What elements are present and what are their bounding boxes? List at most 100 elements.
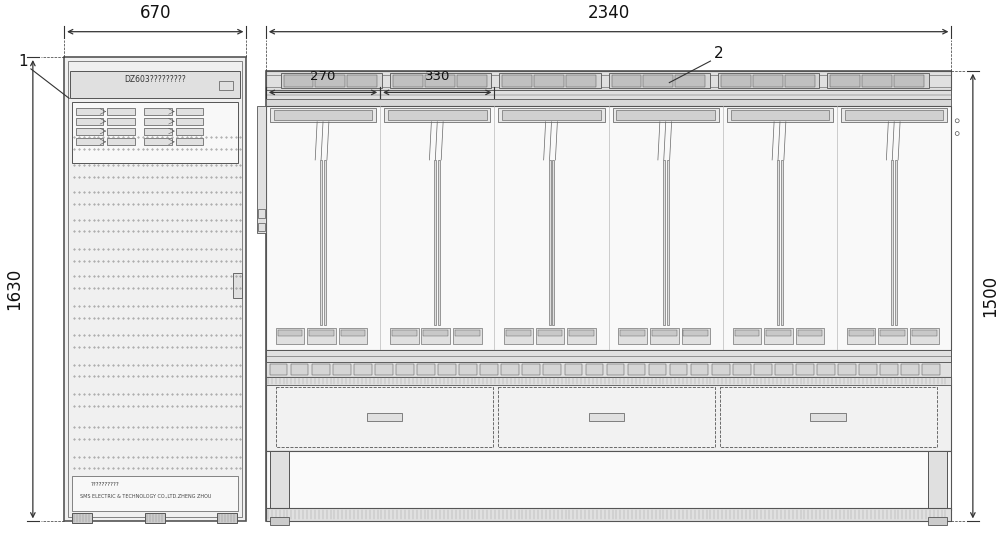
- Bar: [847, 329, 875, 344]
- Bar: [549, 160, 551, 325]
- Bar: [498, 108, 605, 122]
- Bar: [618, 329, 647, 344]
- Bar: [324, 160, 326, 325]
- Bar: [72, 514, 92, 523]
- Bar: [859, 363, 877, 376]
- Bar: [764, 329, 793, 344]
- Bar: [176, 108, 203, 115]
- Bar: [880, 330, 905, 336]
- Bar: [810, 413, 846, 421]
- Bar: [281, 73, 382, 89]
- Bar: [663, 160, 665, 325]
- Bar: [691, 363, 708, 376]
- Bar: [712, 363, 730, 376]
- Text: 2340: 2340: [587, 4, 630, 22]
- Bar: [775, 363, 793, 376]
- Bar: [620, 330, 645, 336]
- Bar: [266, 350, 951, 362]
- Bar: [266, 71, 951, 521]
- Bar: [276, 329, 304, 344]
- Bar: [176, 118, 203, 125]
- Bar: [396, 363, 414, 376]
- Bar: [339, 329, 367, 344]
- Bar: [880, 363, 898, 376]
- Bar: [607, 363, 624, 376]
- Bar: [499, 73, 601, 89]
- Bar: [333, 363, 351, 376]
- Bar: [144, 108, 172, 115]
- Bar: [107, 138, 135, 145]
- Bar: [384, 108, 490, 122]
- Bar: [176, 127, 203, 135]
- Text: 330: 330: [425, 70, 450, 83]
- Bar: [616, 110, 715, 120]
- Bar: [753, 75, 783, 86]
- Bar: [827, 73, 929, 89]
- Bar: [233, 273, 242, 298]
- Bar: [425, 75, 455, 86]
- Bar: [796, 363, 814, 376]
- Bar: [347, 75, 377, 86]
- Bar: [845, 110, 943, 120]
- Bar: [309, 330, 334, 336]
- Bar: [438, 363, 456, 376]
- Bar: [785, 75, 815, 86]
- Bar: [68, 61, 242, 517]
- Bar: [502, 75, 532, 86]
- Text: 1630: 1630: [5, 268, 23, 310]
- Bar: [675, 75, 705, 86]
- Bar: [480, 363, 498, 376]
- Bar: [567, 329, 596, 344]
- Text: 2: 2: [713, 46, 723, 61]
- Bar: [455, 330, 480, 336]
- Bar: [434, 160, 436, 325]
- Bar: [733, 363, 751, 376]
- Text: DZ603?????????: DZ603?????????: [124, 75, 186, 84]
- Text: ??????????: ??????????: [91, 481, 119, 486]
- Bar: [257, 106, 266, 233]
- Bar: [76, 108, 103, 115]
- Bar: [145, 514, 165, 523]
- Bar: [612, 75, 641, 86]
- Bar: [266, 90, 951, 99]
- Bar: [388, 110, 487, 120]
- Bar: [910, 329, 939, 344]
- Bar: [421, 329, 450, 344]
- Bar: [766, 330, 791, 336]
- Bar: [650, 329, 679, 344]
- Bar: [307, 329, 336, 344]
- Bar: [266, 377, 951, 451]
- Bar: [838, 363, 856, 376]
- Bar: [721, 75, 751, 86]
- Bar: [459, 363, 477, 376]
- Bar: [390, 329, 419, 344]
- Bar: [312, 363, 330, 376]
- Bar: [144, 118, 172, 125]
- Bar: [849, 330, 874, 336]
- Bar: [613, 108, 719, 122]
- Bar: [266, 362, 951, 377]
- Bar: [417, 363, 435, 376]
- Bar: [569, 330, 594, 336]
- Bar: [270, 451, 289, 521]
- Bar: [733, 329, 761, 344]
- Bar: [453, 329, 482, 344]
- Text: 1500: 1500: [981, 275, 999, 317]
- Bar: [266, 507, 951, 521]
- Bar: [534, 75, 564, 86]
- Bar: [796, 329, 824, 344]
- Bar: [777, 160, 779, 325]
- Bar: [501, 363, 519, 376]
- Bar: [144, 138, 172, 145]
- Bar: [107, 118, 135, 125]
- Bar: [367, 413, 402, 421]
- Bar: [266, 71, 951, 90]
- Bar: [315, 75, 345, 86]
- Bar: [217, 514, 237, 523]
- Bar: [891, 160, 893, 325]
- Bar: [266, 99, 951, 106]
- Bar: [727, 108, 833, 122]
- Bar: [64, 57, 246, 521]
- Bar: [841, 108, 947, 122]
- Bar: [506, 330, 531, 336]
